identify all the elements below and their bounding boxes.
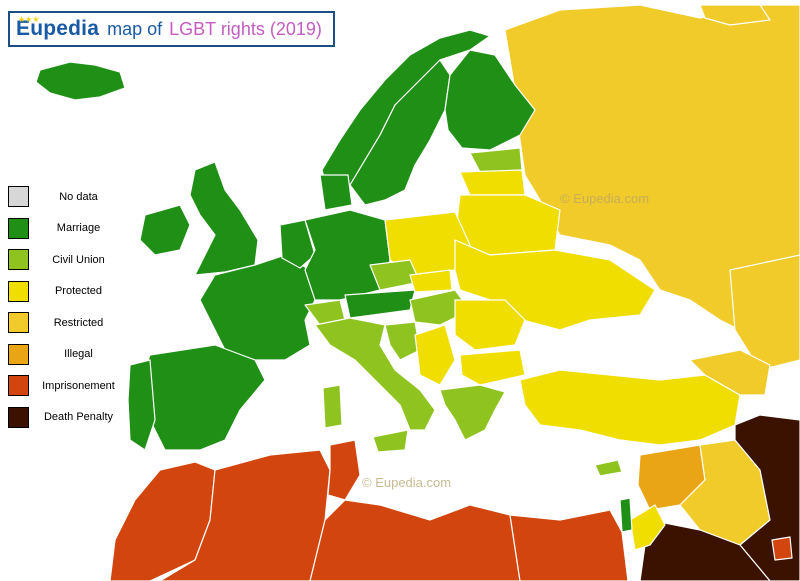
region-sardinia — [322, 384, 343, 429]
region-kazakhstan — [729, 254, 800, 371]
legend-label: Marriage — [56, 222, 101, 235]
legend-swatch — [8, 375, 29, 397]
region-svalbard — [699, 4, 771, 26]
region-austria — [344, 289, 416, 319]
region-kuwait — [771, 536, 793, 561]
legend-swatch — [8, 343, 29, 365]
region-italy — [314, 317, 436, 431]
map-title: ★★★ Eupedia map of LGBT rights (2019) — [8, 11, 335, 47]
region-belarus — [454, 194, 561, 256]
legend-label: Death Penalty — [43, 411, 114, 424]
region-turkey — [519, 369, 741, 446]
legend-swatch — [8, 249, 29, 271]
brand-name: Eupedia — [16, 17, 100, 40]
map-theme: LGBT rights (2019) — [169, 18, 322, 39]
region-ireland — [139, 204, 191, 256]
legend: No data Marriage Civil Union Protected R… — [8, 181, 128, 433]
legend-item-marriage: Marriage — [8, 213, 128, 245]
legend-label: No data — [59, 190, 98, 203]
watermark-top: © Eupedia.com — [560, 191, 650, 206]
legend-item-protected: Protected — [8, 276, 128, 308]
legend-item-imprisonment: Imprisonement — [8, 370, 128, 402]
region-russia — [504, 4, 800, 341]
region-portugal — [127, 359, 156, 451]
legend-swatch — [8, 280, 29, 302]
region-iceland — [35, 61, 126, 101]
region-bulgaria — [459, 349, 526, 386]
watermark-bottom: © Eupedia.com — [362, 475, 452, 490]
legend-swatch — [8, 186, 29, 208]
legend-swatch — [8, 217, 29, 239]
legend-label: Civil Union — [52, 253, 105, 266]
region-balkans-west — [414, 324, 456, 386]
region-finland — [444, 49, 536, 151]
legend-item-civil-union: Civil Union — [8, 244, 128, 276]
region-denmark — [319, 174, 353, 211]
legend-label: Protected — [54, 285, 103, 298]
legend-item-restricted: Restricted — [8, 307, 128, 339]
eu-stars-icon: ★★★ — [18, 15, 40, 24]
legend-item-no-data: No data — [8, 181, 128, 213]
map-of-text: map of — [107, 18, 163, 39]
region-croatia — [384, 321, 421, 361]
legend-item-illegal: Illegal — [8, 339, 128, 371]
legend-label: Illegal — [64, 348, 93, 361]
region-sicily — [372, 429, 409, 453]
region-caucasus — [689, 349, 771, 396]
region-jordan — [629, 504, 666, 551]
region-germany — [304, 209, 391, 301]
legend-label: Imprisonement — [42, 379, 115, 392]
legend-item-death-penalty: Death Penalty — [8, 402, 128, 434]
region-slovakia — [409, 269, 453, 293]
region-romania — [454, 299, 526, 351]
region-latvia — [459, 169, 526, 196]
region-greece — [439, 384, 506, 441]
region-israel — [619, 497, 633, 533]
region-egypt — [509, 509, 629, 581]
legend-swatch — [8, 312, 29, 334]
legend-label: Restricted — [53, 316, 104, 329]
region-cyprus — [594, 459, 623, 477]
legend-swatch — [8, 406, 29, 428]
region-benelux — [279, 219, 316, 269]
